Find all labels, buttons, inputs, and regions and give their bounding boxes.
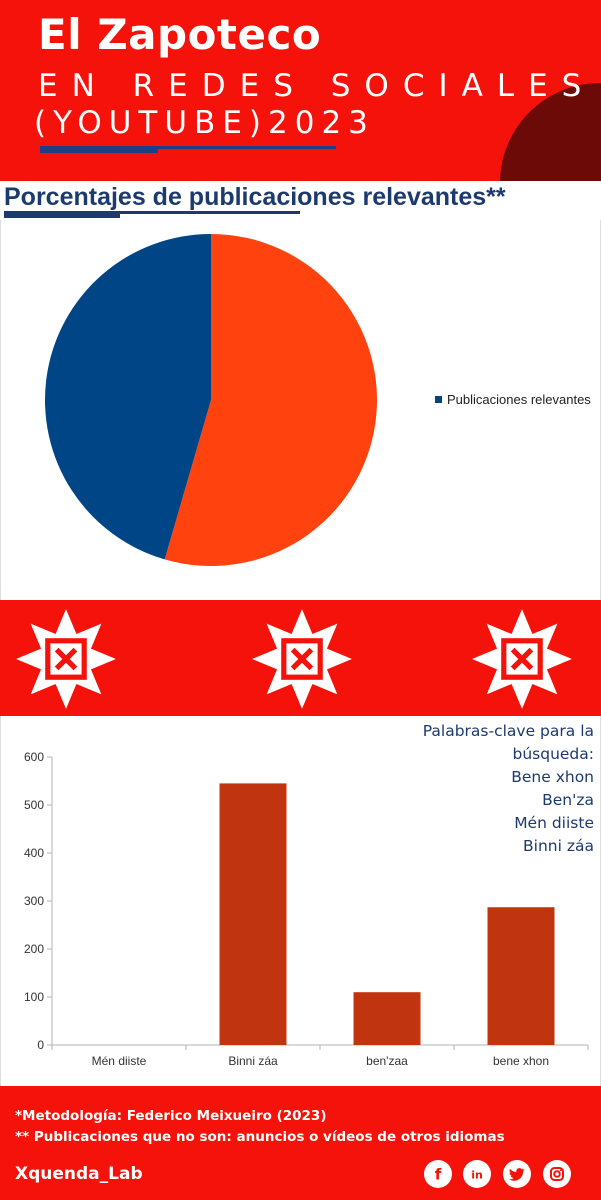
y-tick-label: 600 xyxy=(24,750,44,764)
x-tick-label: bene xhon xyxy=(493,1054,549,1068)
footer: *Metodología: Federico Meixueiro (2023) … xyxy=(0,1086,601,1200)
linkedin-glyph: in xyxy=(471,1169,483,1182)
x-tick-label: Binni záa xyxy=(228,1054,278,1068)
y-tick-label: 100 xyxy=(24,990,44,1004)
zapotec-star-icon xyxy=(472,609,572,709)
exclusion-note: ** Publicaciones que no son: anuncios o … xyxy=(15,1129,505,1145)
keywords-panel: Palabras-clave para la búsqueda: Bene xh… xyxy=(423,720,594,858)
pie-slice-0 xyxy=(164,234,377,566)
pie-legend-swatch xyxy=(435,396,442,403)
keyword-item: Mén diiste xyxy=(514,814,594,832)
pie-slice-1 xyxy=(45,234,211,560)
y-tick-label: 200 xyxy=(24,942,44,956)
title-underline xyxy=(40,146,336,149)
pie-legend-label: Publicaciones relevantes xyxy=(447,392,591,407)
header-banner: El Zapoteco EN REDES SOCIALES (YOUTUBE)2… xyxy=(0,0,601,181)
bar-1 xyxy=(219,783,287,1045)
keyword-item: Binni záa xyxy=(523,837,594,855)
pie-chart xyxy=(45,234,377,566)
pie-heading-underline-thick xyxy=(4,214,120,218)
facebook-icon[interactable]: f xyxy=(424,1160,452,1188)
y-tick-label: 500 xyxy=(24,798,44,812)
page-title: El Zapoteco xyxy=(38,10,322,59)
y-tick-label: 300 xyxy=(24,894,44,908)
y-tick-label: 400 xyxy=(24,846,44,860)
facebook-glyph: f xyxy=(435,1166,442,1184)
bar-3 xyxy=(487,907,555,1045)
zapotec-star-icon xyxy=(252,609,352,709)
pie-legend: Publicaciones relevantes xyxy=(435,392,591,407)
linkedin-icon[interactable]: in xyxy=(463,1160,491,1188)
keyword-item: Ben'za xyxy=(542,791,594,809)
page-subtitle-line2: (YOUTUBE)2023 xyxy=(34,105,375,141)
title-underline-thick xyxy=(40,149,158,153)
keyword-item: Bene xhon xyxy=(511,768,594,786)
zapotec-star-icon xyxy=(16,609,116,709)
bar-2 xyxy=(353,992,421,1045)
brand-name: Xquenda_Lab xyxy=(15,1164,143,1184)
pie-chart-heading: Porcentajes de publicaciones relevantes*… xyxy=(4,183,506,211)
twitter-icon[interactable] xyxy=(503,1160,531,1188)
y-tick-label: 0 xyxy=(37,1038,44,1052)
keywords-heading-line2: búsqueda: xyxy=(512,745,595,763)
pie-heading-underline xyxy=(4,211,300,214)
x-tick-label: Mén diiste xyxy=(92,1054,147,1068)
x-tick-label: ben'zaa xyxy=(366,1054,408,1068)
bar-chart: 0 100 200 300 400 500 600 Mén diiste Binni záa be… xyxy=(24,750,589,1068)
decorative-band xyxy=(0,600,601,716)
page-subtitle-line1: EN REDES SOCIALES xyxy=(38,68,596,104)
methodology-note: *Metodología: Federico Meixueiro (2023) xyxy=(15,1108,327,1124)
instagram-icon[interactable] xyxy=(543,1160,571,1188)
keywords-heading-line1: Palabras-clave para la xyxy=(422,722,594,740)
